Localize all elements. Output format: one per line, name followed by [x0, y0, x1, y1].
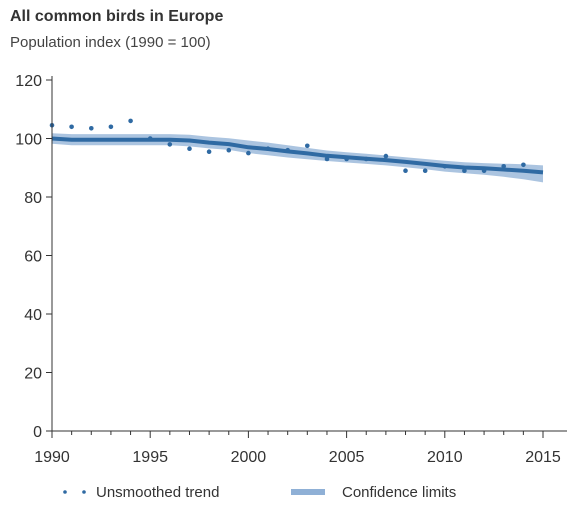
- axes: 0 20 40 60 80 100 120 1990 1995 2000 2005 2010 2015: [15, 73, 567, 466]
- y-tick-label: 40: [24, 307, 42, 324]
- unsmoothed-point: [344, 156, 349, 162]
- confidence-band: [52, 133, 543, 183]
- chart-title: All common birds in Europe: [10, 8, 224, 25]
- legend: Unsmoothed trend Confidence limits: [63, 484, 456, 501]
- unsmoothed-point: [108, 124, 114, 130]
- confidence-band-layer: [52, 133, 543, 183]
- x-tick-label: 1995: [132, 449, 168, 466]
- unsmoothed-point: [324, 156, 330, 162]
- y-tick-label: 80: [24, 190, 42, 207]
- y-tick-label: 120: [15, 73, 42, 90]
- smoothed-trend-line: [51, 136, 544, 175]
- x-tick-label: 1990: [34, 449, 70, 466]
- legend-band-icon: [291, 489, 325, 495]
- unsmoothed-point: [521, 162, 526, 168]
- unsmoothed-point: [265, 146, 271, 151]
- unsmoothed-point: [481, 168, 487, 173]
- unsmoothed-point: [147, 136, 153, 141]
- chart-subtitle: Population index (1990 = 100): [10, 34, 211, 51]
- unsmoothed-point: [422, 168, 428, 173]
- unsmoothed-point: [403, 168, 408, 173]
- unsmoothed-point: [285, 147, 291, 153]
- unsmoothed-point: [187, 146, 192, 151]
- y-tick-label: 0: [33, 424, 42, 441]
- x-tick-label: 2010: [427, 449, 463, 466]
- unsmoothed-point: [89, 126, 94, 131]
- legend-points-icon: [82, 490, 86, 494]
- unsmoothed-point: [206, 149, 212, 154]
- y-tick-label: 60: [24, 249, 42, 266]
- legend-points-icon: [63, 490, 67, 494]
- y-tick-label: 100: [15, 132, 42, 149]
- unsmoothed-point: [69, 124, 74, 130]
- legend-label: Confidence limits: [342, 484, 456, 501]
- unsmoothed-point: [305, 143, 310, 149]
- unsmoothed-point: [363, 156, 369, 162]
- unsmoothed-point: [128, 118, 133, 124]
- x-tick-label: 2005: [329, 449, 365, 466]
- unsmoothed-point: [383, 153, 389, 159]
- y-tick-label: 20: [24, 366, 42, 383]
- unsmoothed-point: [501, 164, 507, 169]
- x-tick-label: 2015: [525, 449, 561, 466]
- trend-line-layer: [51, 136, 544, 175]
- unsmoothed-point: [462, 168, 467, 173]
- unsmoothed-point: [442, 164, 448, 169]
- legend-label: Unsmoothed trend: [96, 484, 219, 501]
- unsmoothed-point: [226, 147, 232, 153]
- unsmoothed-point: [167, 142, 173, 147]
- unsmoothed-point: [246, 150, 251, 156]
- x-tick-label: 2000: [231, 449, 267, 466]
